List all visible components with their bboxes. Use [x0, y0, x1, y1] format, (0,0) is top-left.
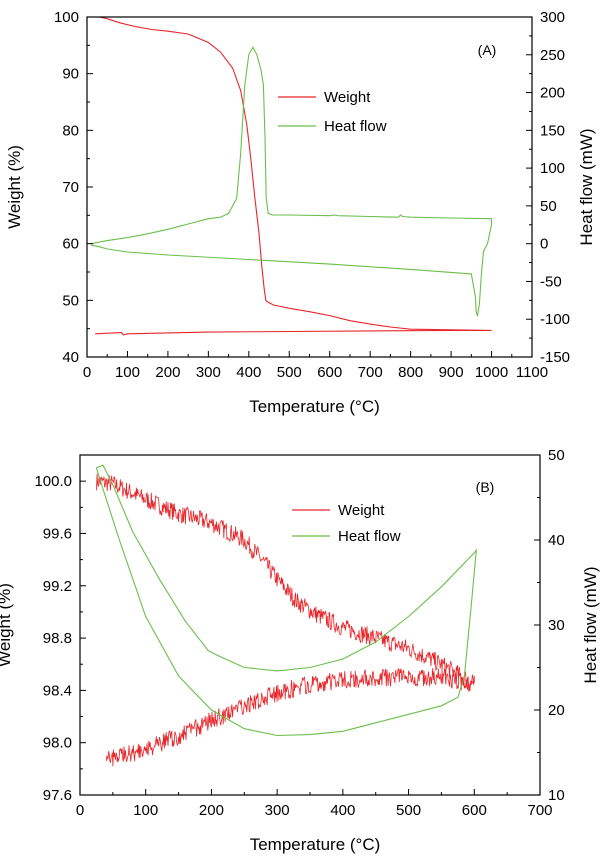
a-y2-tick-label: 50	[540, 198, 557, 215]
b-y-tick-label: 97.6	[43, 787, 72, 804]
a-series-weight-line	[95, 16, 492, 336]
a-x-tick-label: 1100	[516, 364, 548, 381]
a-y-tick-label: 40	[62, 349, 79, 366]
a-legend-label-heat-flow: Heat flow	[324, 118, 387, 135]
b-y-axis-label: Weight (%)	[0, 583, 14, 667]
b-x-tick-label: 400	[330, 802, 355, 819]
b-y2-tick-label: 20	[548, 702, 565, 719]
b-legend-label-weight: Weight	[338, 502, 385, 519]
b-legend-label-heat-flow: Heat flow	[338, 528, 401, 545]
b-x-tick-label: 700	[527, 802, 552, 819]
a-x-tick-label: 600	[317, 364, 342, 381]
b-y-tick-label: 98.8	[43, 630, 72, 647]
a-y2-tick-label: 150	[540, 122, 565, 139]
a-x-tick-label: 700	[358, 364, 383, 381]
b-y2-tick-label: 30	[548, 617, 565, 634]
a-x-axis-label: Temperature (°C)	[249, 397, 380, 416]
a-x-tick-label: 200	[155, 364, 180, 381]
a-plot-frame	[86, 16, 533, 358]
a-x-tick-label: 100	[115, 364, 140, 381]
b-y2-axis-label: Heat flow (mW)	[581, 566, 600, 683]
b-x-axis-label: Temperature (°C)	[250, 835, 381, 854]
a-y2-tick-label: 300	[540, 9, 565, 26]
a-y2-tick-label: -100	[540, 311, 570, 328]
b-x-tick-label: 500	[396, 802, 421, 819]
a-y2-tick-label: -150	[540, 349, 570, 366]
a-y-tick-label: 80	[62, 122, 79, 139]
b-x-tick-label: 100	[133, 802, 158, 819]
a-y-tick-label: 60	[62, 236, 79, 253]
a-legend-label-weight: Weight	[324, 89, 371, 106]
a-y2-tick-label: 0	[540, 236, 548, 253]
b-y2-tick-label: 10	[548, 787, 565, 804]
b-series-heat-flow-line	[95, 464, 478, 737]
a-y2-axis-label: Heat flow (mW)	[577, 128, 596, 245]
b-y-tick-label: 99.6	[43, 525, 72, 542]
a-x-tick-label: 800	[398, 364, 423, 381]
a-panel-label: (A)	[478, 42, 497, 58]
b-y2-tick-label: 40	[548, 532, 565, 549]
b-x-tick-label: 0	[76, 802, 84, 819]
a-x-tick-label: 0	[83, 364, 91, 381]
b-x-tick-label: 300	[265, 802, 290, 819]
a-x-tick-label: 1000	[475, 364, 508, 381]
b-x-tick-label: 600	[462, 802, 487, 819]
a-x-tick-label: 300	[196, 364, 221, 381]
a-x-tick-label: 900	[439, 364, 464, 381]
b-y-tick-label: 98.0	[43, 735, 72, 752]
a-series-heat-flow-line	[90, 46, 493, 317]
a-x-tick-label: 400	[236, 364, 261, 381]
b-y-tick-label: 98.4	[43, 682, 72, 699]
a-y-tick-label: 90	[62, 66, 79, 83]
b-y2-tick-label: 50	[548, 447, 565, 464]
a-y-tick-label: 70	[62, 179, 79, 196]
a-y-tick-label: 50	[62, 292, 79, 309]
a-y2-tick-label: 100	[540, 160, 565, 177]
b-x-tick-label: 200	[199, 802, 224, 819]
a-y2-tick-label: -50	[540, 273, 562, 290]
a-y-axis-label: Weight (%)	[5, 145, 24, 229]
chart-b: 0 100 200 300 400 500 600 700 97.6 98.0 98.4 98.8 99…	[0, 447, 600, 854]
a-y2-tick-label: 250	[540, 47, 565, 64]
chart-a: 0 100 200 300 400 500 600 700 800 900 1000 11004050…	[5, 9, 596, 416]
b-series-weight-line	[96, 473, 475, 767]
a-y-tick-label: 100	[54, 9, 79, 26]
a-x-tick-label: 500	[277, 364, 302, 381]
b-y-tick-label: 99.2	[43, 578, 72, 595]
b-panel-label: (B)	[476, 479, 495, 495]
a-y2-tick-label: 200	[540, 85, 565, 102]
b-y-tick-label: 100.0	[34, 473, 72, 490]
